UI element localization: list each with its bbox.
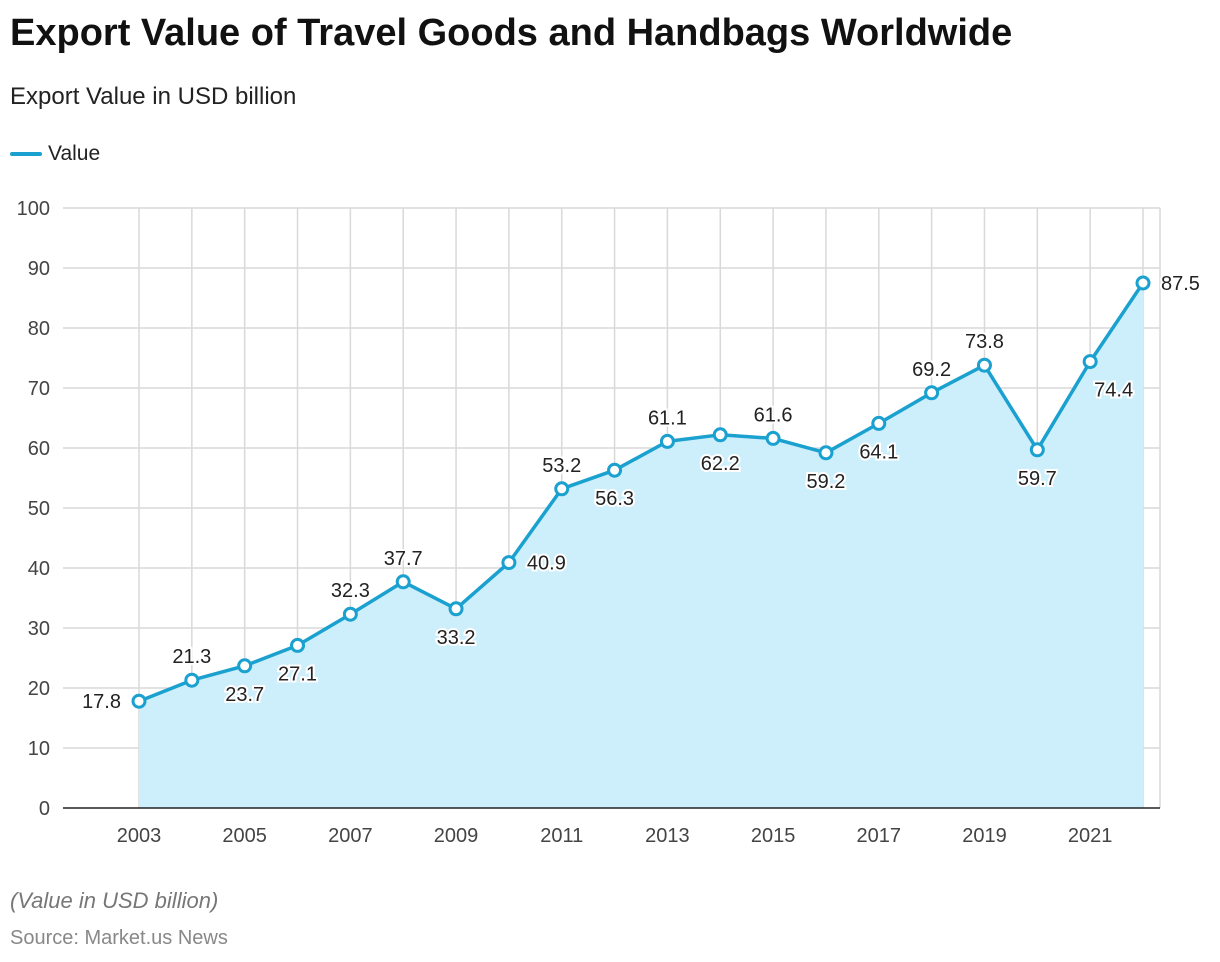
data-label: 69.2 — [912, 359, 951, 381]
x-tick-label: 2015 — [751, 825, 796, 847]
chart-subtitle: Export Value in USD billion — [10, 83, 297, 110]
y-tick-label: 10 — [28, 738, 50, 760]
y-tick-label: 90 — [28, 258, 50, 280]
data-label: 56.3 — [595, 488, 634, 510]
data-label: 61.6 — [754, 404, 793, 426]
data-label: 53.2 — [542, 455, 581, 477]
x-tick-label: 2005 — [222, 825, 267, 847]
y-tick-label: 70 — [28, 378, 50, 400]
x-tick-label: 2021 — [1068, 825, 1113, 847]
x-tick-label: 2009 — [434, 825, 479, 847]
data-point — [765, 430, 781, 446]
data-point — [184, 672, 200, 688]
y-tick-label: 60 — [28, 438, 50, 460]
data-label: 73.8 — [965, 331, 1004, 353]
data-point — [871, 415, 887, 431]
chart-note: (Value in USD billion) — [10, 888, 219, 913]
legend-label: Value — [48, 142, 101, 165]
y-tick-label: 80 — [28, 318, 50, 340]
data-point — [924, 385, 940, 401]
x-tick-label: 2017 — [857, 825, 902, 847]
x-tick-label: 2003 — [117, 825, 162, 847]
data-label: 59.7 — [1018, 468, 1057, 490]
x-tick-label: 2011 — [540, 825, 583, 847]
data-point — [342, 606, 358, 622]
data-label: 87.5 — [1161, 273, 1200, 295]
data-point — [395, 574, 411, 590]
data-point — [1029, 442, 1045, 458]
data-point — [712, 427, 728, 443]
data-label: 21.3 — [172, 646, 211, 668]
chart-title: Export Value of Travel Goods and Handbag… — [10, 12, 1013, 54]
data-label: 62.2 — [701, 453, 740, 475]
data-point — [554, 481, 570, 497]
x-tick-label: 2007 — [328, 825, 373, 847]
data-label: 33.2 — [437, 627, 476, 649]
data-label: 40.9 — [527, 553, 566, 575]
data-label: 74.4 — [1094, 380, 1133, 402]
data-label: 32.3 — [331, 580, 370, 602]
x-tick-label: 2013 — [645, 825, 690, 847]
y-tick-label: 100 — [17, 198, 50, 220]
series-line — [138, 282, 1145, 703]
data-label: 23.7 — [225, 684, 264, 706]
data-point — [501, 555, 517, 571]
data-point — [818, 445, 834, 461]
data-label: 17.8 — [82, 691, 121, 713]
data-point — [131, 693, 147, 709]
data-point — [976, 357, 992, 373]
y-tick-label: 0 — [39, 798, 50, 820]
data-point — [607, 462, 623, 478]
legend-swatch — [10, 152, 42, 156]
data-point — [659, 433, 675, 449]
x-tick-label: 2019 — [962, 825, 1007, 847]
y-tick-label: 40 — [28, 558, 50, 580]
data-label: 61.1 — [648, 407, 687, 429]
area-fill — [139, 283, 1143, 808]
data-point — [237, 658, 253, 674]
y-tick-label: 20 — [28, 678, 50, 700]
data-point — [448, 601, 464, 617]
data-label: 27.1 — [278, 663, 317, 685]
y-tick-label: 50 — [28, 498, 50, 520]
chart-source: Source: Market.us News — [10, 927, 228, 949]
legend: Value — [10, 142, 100, 166]
y-tick-label: 30 — [28, 618, 50, 640]
data-point — [290, 637, 306, 653]
data-label: 37.7 — [384, 548, 423, 570]
data-label: 64.1 — [859, 441, 898, 463]
data-label: 59.2 — [806, 471, 845, 493]
data-point — [1082, 354, 1098, 370]
data-point — [1135, 275, 1151, 291]
